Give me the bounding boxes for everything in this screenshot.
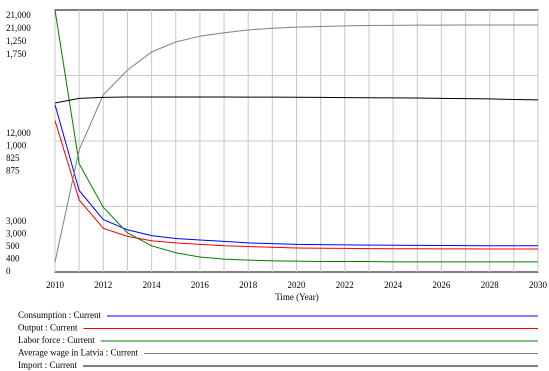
y-axis-label: 875 [6,166,20,176]
x-tick-label: 2018 [239,280,258,290]
legend-label: Import : Current [18,360,77,370]
legend-label: Average wage in Latvia : Current [18,348,139,358]
x-tick-label: 2020 [288,280,307,290]
y-axis-label: 500 [6,241,20,251]
y-axis-label: 0 [6,266,11,276]
series-line [54,120,538,250]
y-axis-label: 21,000 [6,23,31,33]
x-tick-label: 2014 [143,280,162,290]
y-axis-label: 3,000 [6,229,27,239]
legend-label: Labor force : Current [18,335,95,345]
legend-label: Output : Current [18,323,78,333]
x-tick-label: 2010 [46,280,65,290]
y-axis-label: 825 [6,153,20,163]
y-axis-label: 21,000 [6,10,31,20]
x-tick-label: 2012 [94,280,112,290]
series-line [54,96,539,104]
x-tick-label: 2030 [529,280,548,290]
y-axis-label: 1,250 [6,36,27,46]
y-axis-label: 1,000 [6,141,27,151]
y-axis-label: 12,000 [6,128,31,138]
y-axis-label: 3,000 [6,216,27,226]
series-line [54,104,538,247]
series-line [54,24,538,263]
legend-label: Consumption : Current [18,310,101,320]
x-tick-label: 2026 [432,280,451,290]
x-tick-label: 2016 [191,280,210,290]
x-tick-label: 2022 [336,280,354,290]
x-tick-label: 2028 [481,280,500,290]
x-tick-label: 2024 [384,280,403,290]
series-line [54,9,538,263]
y-axis-label: 1,750 [6,49,27,59]
y-axis-label: 400 [6,254,20,264]
x-axis-label: Time (Year) [275,292,319,302]
